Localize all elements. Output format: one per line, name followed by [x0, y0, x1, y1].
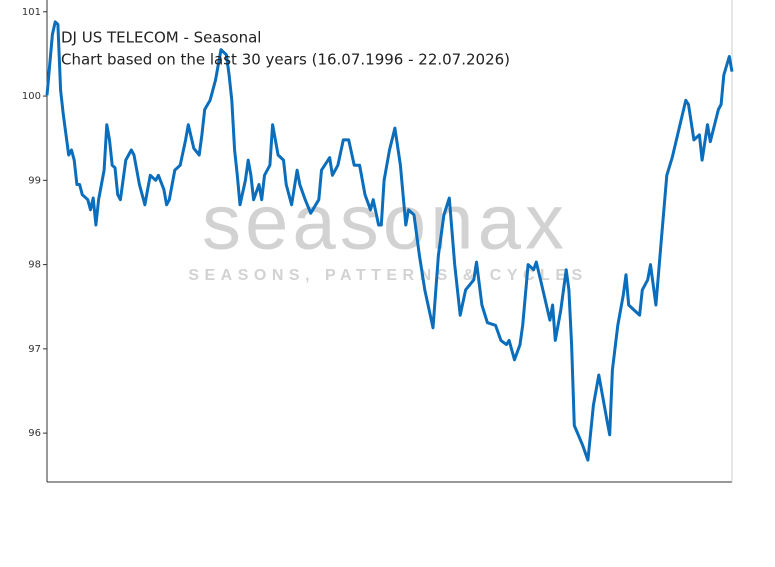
y-tick-label: 97: [28, 344, 41, 355]
y-tick-label: 101: [22, 7, 41, 18]
chart-subtitle: Chart based on the last 30 years (16.07.…: [61, 51, 510, 69]
y-tick-label: 96: [28, 428, 41, 439]
y-tick-label: 98: [28, 260, 41, 271]
watermark-tagline: SEASONS, PATTERNS & CYCLES: [188, 267, 587, 284]
series-line: [45, 20, 734, 462]
chart-title: DJ US TELECOM - Seasonal: [61, 29, 261, 47]
y-tick-label: 100: [22, 91, 41, 102]
y-tick-label: 99: [28, 175, 41, 186]
